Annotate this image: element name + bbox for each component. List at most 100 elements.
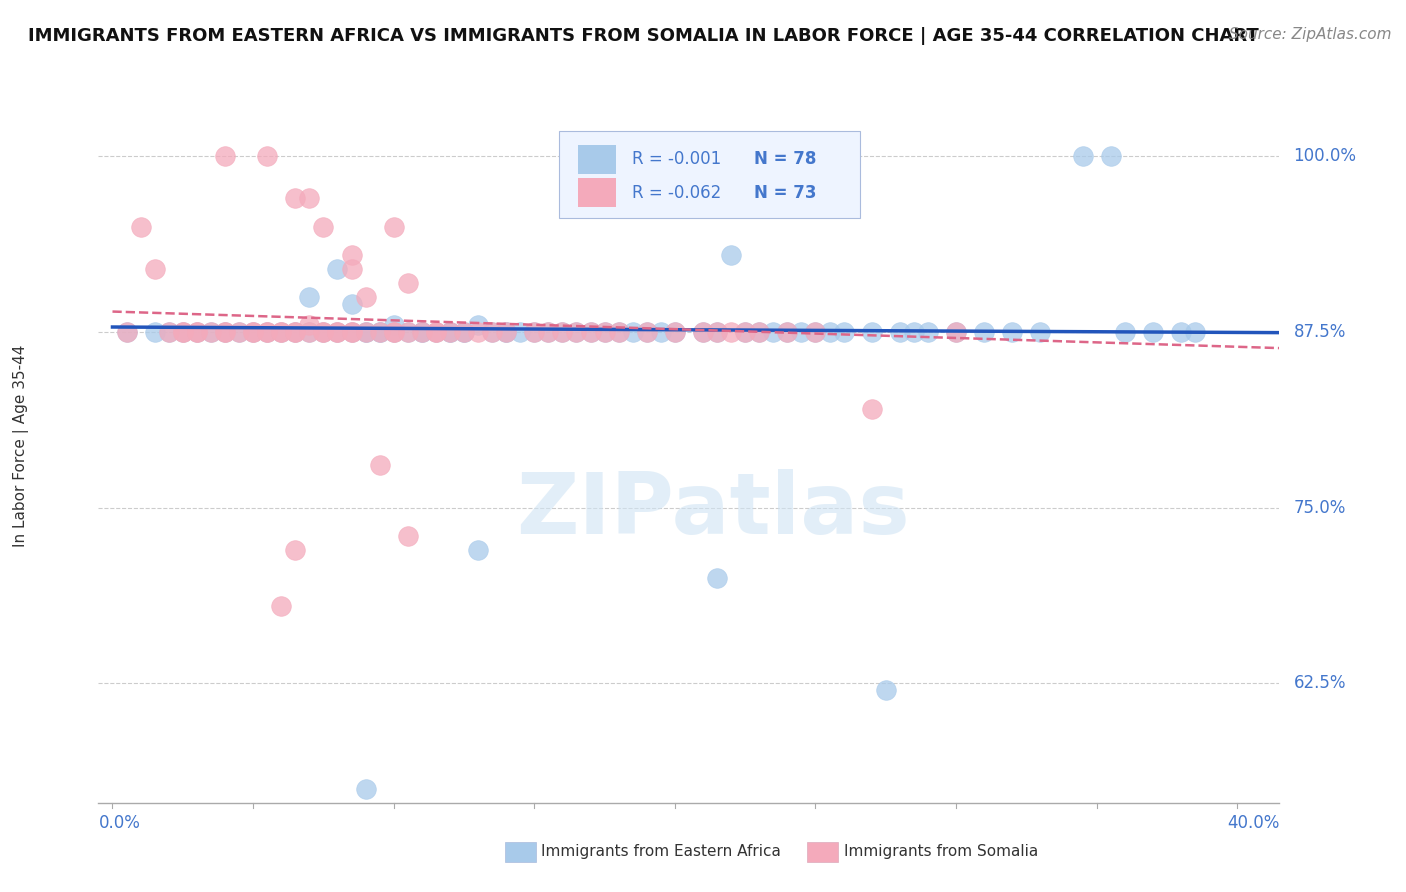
Point (368, 325, 391, 339)
Point (326, 261, 349, 276)
Point (453, 325, 475, 339)
Point (172, 325, 194, 339)
Point (636, 325, 658, 339)
Point (200, 325, 222, 339)
Point (467, 542, 489, 557)
Point (453, 325, 475, 339)
Text: R = -0.062: R = -0.062 (633, 184, 721, 202)
Point (523, 325, 546, 339)
Point (354, 325, 377, 339)
Point (284, 542, 307, 557)
Point (129, 219, 152, 234)
Point (481, 325, 503, 339)
Point (312, 325, 335, 339)
Point (1114, 325, 1136, 339)
Point (214, 325, 236, 339)
Point (200, 325, 222, 339)
Point (284, 191, 307, 205)
Point (495, 325, 517, 339)
Point (790, 325, 813, 339)
Point (382, 325, 405, 339)
Point (396, 529, 419, 543)
Point (439, 325, 461, 339)
Point (664, 325, 686, 339)
Point (270, 599, 292, 613)
Point (495, 325, 517, 339)
Point (143, 261, 166, 276)
Text: ZIPatlas: ZIPatlas (516, 469, 910, 552)
Point (382, 325, 405, 339)
Point (115, 325, 138, 339)
Point (214, 325, 236, 339)
Point (748, 325, 770, 339)
Point (157, 325, 180, 339)
Point (875, 683, 897, 698)
Point (973, 325, 995, 339)
Point (214, 325, 236, 339)
Point (804, 325, 827, 339)
Point (467, 318, 489, 332)
Point (382, 325, 405, 339)
Point (312, 219, 335, 234)
Point (270, 325, 292, 339)
Point (368, 325, 391, 339)
Text: R = -0.001: R = -0.001 (633, 150, 721, 169)
Point (776, 325, 799, 339)
Text: 40.0%: 40.0% (1227, 814, 1279, 832)
Point (537, 325, 560, 339)
Point (453, 325, 475, 339)
Point (298, 191, 321, 205)
Point (312, 325, 335, 339)
Point (1170, 325, 1192, 339)
Point (340, 325, 363, 339)
Point (284, 325, 307, 339)
Point (748, 325, 770, 339)
Point (214, 149, 236, 163)
Point (917, 325, 939, 339)
Point (368, 458, 391, 473)
Text: 87.5%: 87.5% (1294, 323, 1346, 341)
Point (945, 325, 967, 339)
Text: Immigrants from Eastern Africa: Immigrants from Eastern Africa (541, 845, 782, 859)
Point (1142, 325, 1164, 339)
Point (256, 325, 278, 339)
Point (734, 325, 756, 339)
Point (411, 325, 433, 339)
Point (425, 325, 447, 339)
Text: 100.0%: 100.0% (1294, 147, 1357, 165)
Point (411, 325, 433, 339)
Point (720, 247, 742, 261)
Point (889, 325, 911, 339)
Point (467, 325, 489, 339)
Point (565, 325, 588, 339)
Point (326, 325, 349, 339)
Point (172, 325, 194, 339)
Point (256, 325, 278, 339)
Point (804, 325, 827, 339)
Point (832, 325, 855, 339)
Point (860, 402, 883, 417)
Point (228, 325, 250, 339)
Point (186, 325, 208, 339)
Point (481, 325, 503, 339)
Point (818, 325, 841, 339)
Point (593, 325, 616, 339)
Text: 62.5%: 62.5% (1294, 674, 1346, 692)
Point (903, 325, 925, 339)
FancyBboxPatch shape (560, 131, 860, 219)
Point (172, 325, 194, 339)
Point (636, 325, 658, 339)
Text: N = 73: N = 73 (754, 184, 817, 202)
Point (186, 325, 208, 339)
Point (270, 325, 292, 339)
Point (425, 325, 447, 339)
Point (523, 325, 546, 339)
Text: In Labor Force | Age 35-44: In Labor Force | Age 35-44 (13, 345, 30, 547)
Point (326, 325, 349, 339)
Point (537, 325, 560, 339)
Point (382, 318, 405, 332)
Point (579, 325, 602, 339)
Point (650, 325, 672, 339)
Point (425, 325, 447, 339)
Point (607, 325, 630, 339)
